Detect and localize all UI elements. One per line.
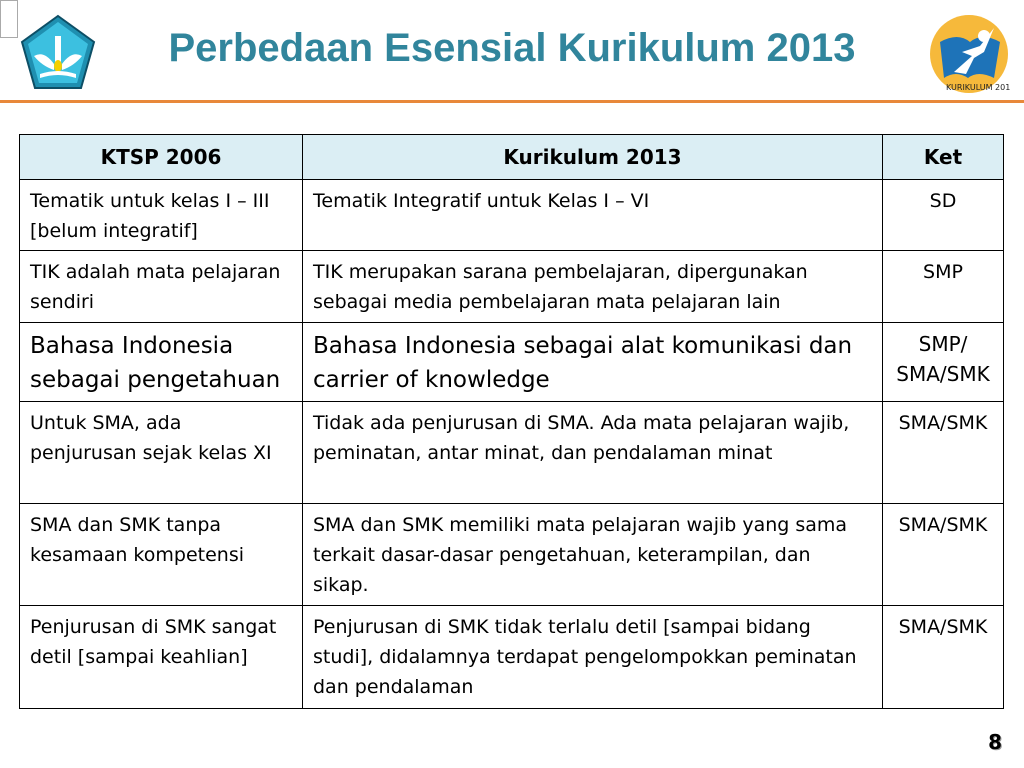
table-row: Bahasa Indonesia sebagai pengetahuan Bah…: [19, 322, 1004, 402]
tut-wuri-handayani-logo: [20, 14, 96, 89]
table-header-row: KTSP 2006 Kurikulum 2013 Ket: [19, 134, 1004, 180]
cell-ktsp: Untuk SMA, ada penjurusan sejak kelas XI: [19, 401, 303, 504]
cell-k13: Tidak ada penjurusan di SMA. Ada mata pe…: [302, 401, 883, 504]
cell-ket: SMA/SMK: [882, 605, 1004, 709]
comparison-table: KTSP 2006 Kurikulum 2013 Ket Tematik unt…: [19, 134, 1004, 709]
cell-k13: Tematik Integratif untuk Kelas I – VI: [302, 179, 883, 251]
cell-ktsp: TIK adalah mata pelajaran sendiri: [19, 250, 303, 323]
cell-ket: SMP: [882, 250, 1004, 323]
cell-k13: Bahasa Indonesia sebagai alat komunikasi…: [302, 322, 883, 402]
cell-ktsp: Bahasa Indonesia sebagai pengetahuan: [19, 322, 303, 402]
header-divider: [0, 100, 1024, 103]
kurikulum-2013-logo: KURIKULUM 2013: [930, 15, 1010, 93]
cell-ktsp: Penjurusan di SMK sangat detil [sampai k…: [19, 605, 303, 709]
page-number: 8: [988, 730, 1002, 754]
header-ket: Ket: [882, 134, 1004, 180]
table-row: Penjurusan di SMK sangat detil [sampai k…: [19, 605, 1004, 709]
cell-ket: SMA/SMK: [882, 401, 1004, 504]
svg-text:KURIKULUM 2013: KURIKULUM 2013: [946, 83, 1010, 92]
table-row: TIK adalah mata pelajaran sendiri TIK me…: [19, 250, 1004, 323]
header-kurikulum-2013: Kurikulum 2013: [302, 134, 883, 180]
cell-ket: SMP/ SMA/SMK: [882, 322, 1004, 402]
table-row: Untuk SMA, ada penjurusan sejak kelas XI…: [19, 401, 1004, 504]
table-row: Tematik untuk kelas I – III [belum integ…: [19, 179, 1004, 251]
header-ktsp-2006: KTSP 2006: [19, 134, 303, 180]
cell-ktsp: Tematik untuk kelas I – III [belum integ…: [19, 179, 303, 251]
cell-ket: SD: [882, 179, 1004, 251]
slide-title: Perbedaan Esensial Kurikulum 2013: [168, 26, 856, 70]
cell-k13: TIK merupakan sarana pembelajaran, diper…: [302, 250, 883, 323]
cell-k13: SMA dan SMK memiliki mata pelajaran waji…: [302, 503, 883, 606]
thumbnail-placeholder: [0, 0, 18, 38]
table-row: SMA dan SMK tanpa kesamaan kompetensi SM…: [19, 503, 1004, 606]
cell-ket: SMA/SMK: [882, 503, 1004, 606]
cell-k13: Penjurusan di SMK tidak terlalu detil [s…: [302, 605, 883, 709]
cell-ktsp: SMA dan SMK tanpa kesamaan kompetensi: [19, 503, 303, 606]
